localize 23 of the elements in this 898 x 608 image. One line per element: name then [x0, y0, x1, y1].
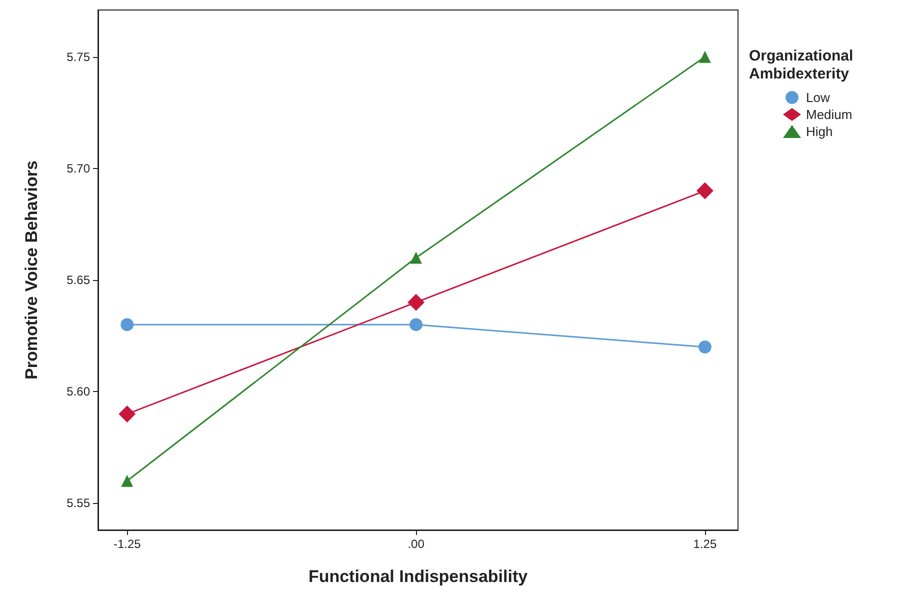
legend-label: High [806, 124, 833, 139]
point [118, 405, 136, 422]
point [698, 340, 712, 354]
y-tick-label: 5.60 [66, 384, 90, 399]
point [698, 50, 711, 63]
y-axis-title: Promotive Voice Behaviors [22, 160, 41, 380]
x-tick-label: .00 [408, 537, 425, 551]
point [120, 318, 134, 332]
x-tick-label: 1.25 [693, 537, 717, 551]
y-tick-label: 5.65 [66, 273, 90, 288]
y-tick-label: 5.70 [66, 161, 90, 176]
legend-title: Organizational Ambidexterity [749, 48, 858, 82]
point [410, 318, 423, 332]
point [408, 294, 425, 311]
y-tick-label: 5.55 [66, 496, 90, 510]
point [121, 474, 134, 487]
legend-label: Medium [806, 107, 852, 122]
y-tick-label: 5.75 [66, 50, 90, 64]
x-tick-label: -1.25 [113, 537, 142, 551]
x-axis-title: Functional Indispensability [308, 567, 528, 586]
legend-label: Low [806, 90, 830, 105]
point [696, 182, 714, 200]
point [410, 252, 422, 264]
